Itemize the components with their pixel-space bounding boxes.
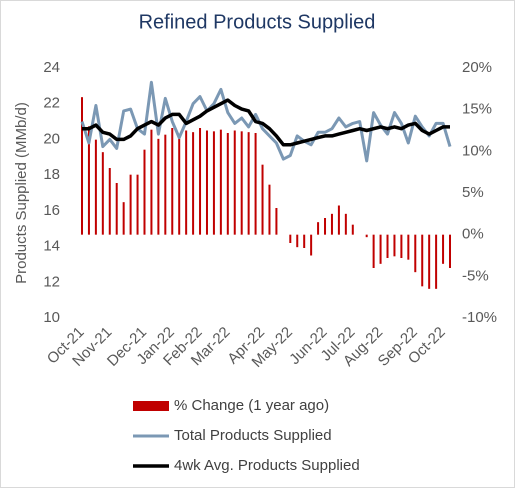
bar	[240, 131, 243, 235]
bar	[289, 234, 292, 243]
bar	[379, 234, 382, 264]
bar	[442, 234, 445, 264]
legend-swatch	[133, 401, 169, 411]
bar	[337, 205, 340, 235]
bar	[226, 133, 229, 235]
bar	[143, 149, 146, 235]
bar	[261, 164, 264, 235]
bar	[449, 234, 451, 268]
line	[80, 80, 452, 163]
y2-tick-label: -5%	[462, 267, 489, 284]
y-tick-label: 24	[43, 59, 60, 76]
bar	[192, 132, 195, 235]
bar	[344, 213, 347, 235]
bar	[157, 138, 160, 235]
y2-tick-label: 5%	[462, 184, 484, 201]
bar	[268, 184, 271, 235]
bar	[275, 208, 278, 235]
bar	[185, 130, 188, 235]
bar	[150, 129, 153, 235]
bar	[164, 134, 167, 235]
y2-tick-label: 10%	[462, 142, 492, 159]
bar	[303, 234, 306, 248]
bar	[129, 174, 132, 235]
y-tick-label: 20	[43, 130, 60, 147]
y2-tick-label: 20%	[462, 59, 492, 76]
bar	[115, 183, 118, 235]
y-tick-label: 16	[43, 202, 60, 219]
y-tick-label: 14	[43, 238, 60, 255]
y-tick-label: 10	[43, 309, 60, 326]
chart-title: Refined Products Supplied	[139, 11, 376, 33]
legend-label: Total Products Supplied	[174, 427, 332, 444]
bar	[81, 97, 83, 235]
bar	[108, 168, 111, 235]
bar	[414, 234, 417, 273]
y2-tick-label: 0%	[462, 226, 484, 243]
bar	[94, 139, 97, 235]
bar	[122, 202, 125, 235]
bar	[212, 131, 215, 235]
bar	[324, 218, 327, 235]
bar	[87, 126, 90, 235]
bar	[407, 234, 410, 260]
bar	[205, 130, 208, 235]
bar	[435, 234, 438, 289]
bar	[199, 128, 202, 235]
bar	[233, 130, 236, 235]
line	[82, 98, 450, 147]
bar	[219, 129, 222, 235]
bar	[247, 132, 250, 235]
y-tick-label: 12	[43, 273, 60, 290]
bar	[428, 234, 431, 289]
bar	[178, 138, 181, 235]
bar	[171, 128, 174, 235]
bar	[330, 213, 333, 235]
bar	[393, 234, 396, 257]
bar	[101, 152, 104, 235]
y-tick-label: 22	[43, 95, 60, 112]
y2-tick-label: -10%	[462, 309, 497, 326]
bar	[310, 234, 313, 256]
bar	[254, 133, 257, 235]
bar	[372, 234, 375, 268]
y2-tick-label: 15%	[462, 101, 492, 118]
bar	[365, 234, 368, 238]
bar	[386, 234, 389, 258]
y-tick-label: 18	[43, 166, 60, 183]
legend-label: 4wk Avg. Products Supplied	[174, 457, 360, 474]
bar	[317, 222, 320, 235]
y-axis-title: Products Supplied (MMb/d)	[13, 102, 30, 284]
legend-label: % Change (1 year ago)	[174, 397, 329, 414]
bar	[296, 234, 299, 248]
bar	[400, 234, 403, 258]
bar	[136, 174, 139, 235]
bar	[351, 224, 354, 235]
bar	[421, 234, 424, 287]
